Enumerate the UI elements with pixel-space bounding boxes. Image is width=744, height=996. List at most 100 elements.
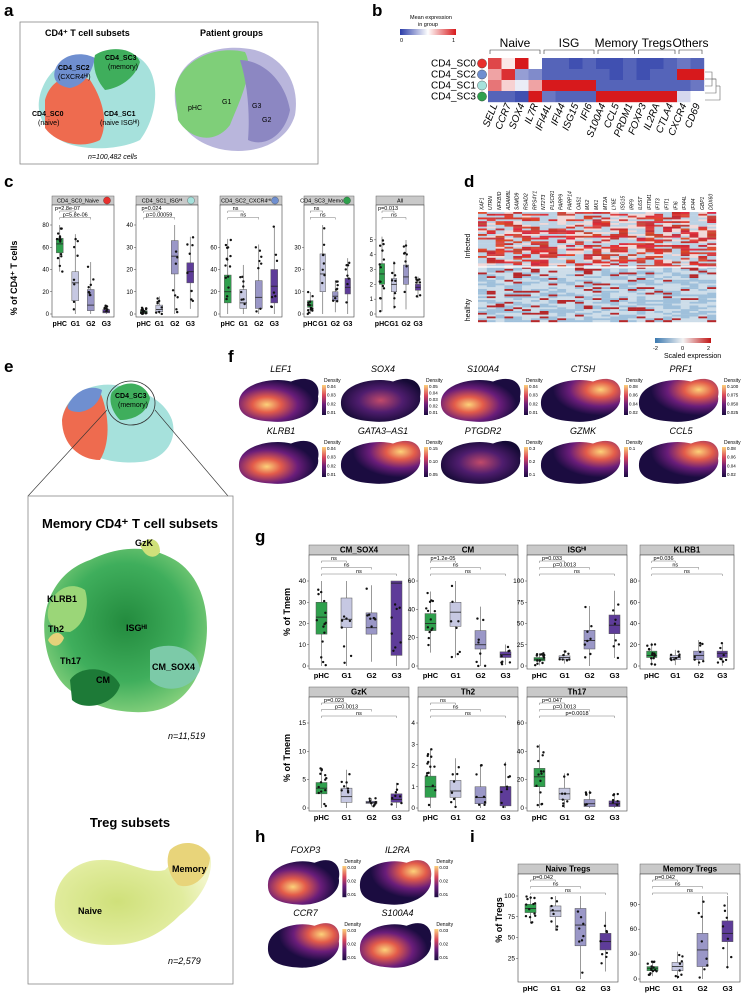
- data-point: [418, 278, 421, 281]
- data-point: [174, 262, 178, 265]
- heat-d-cell: [601, 285, 611, 288]
- p-value: ns: [356, 711, 362, 717]
- heat-d-cell: [627, 219, 637, 222]
- heat-d-cell: [486, 235, 496, 238]
- heat-d-cell: [627, 290, 637, 293]
- data-point: [600, 953, 604, 956]
- data-point: [321, 660, 325, 664]
- data-point: [400, 801, 403, 805]
- data-point: [258, 259, 261, 263]
- group-g1: G1: [222, 99, 231, 106]
- heat-d-cell: [486, 241, 496, 244]
- density-tick: 0.04: [629, 401, 638, 406]
- data-point: [678, 653, 681, 656]
- heat-d-cell: [548, 268, 558, 271]
- heat-d-cell: [583, 301, 593, 304]
- group-bracket: [678, 49, 703, 54]
- heat-d-cell: [645, 217, 655, 220]
- heat-d-cell: [583, 252, 593, 255]
- data-point: [55, 237, 59, 241]
- heat-b-cell: [609, 58, 624, 70]
- heat-d-cell: [671, 276, 681, 279]
- heat-d-cell: [574, 245, 584, 248]
- heat-d-cell: [574, 230, 584, 233]
- data-point: [270, 305, 273, 308]
- heat-d-cell: [610, 265, 620, 268]
- data-point: [321, 268, 324, 271]
- heat-d-cell: [486, 307, 496, 310]
- heat-d-cell: [574, 234, 584, 237]
- density-tick: 0.03: [327, 393, 336, 398]
- heat-d-cell: [583, 217, 593, 220]
- heat-d-cell: [654, 226, 664, 229]
- heat-d-cell: [645, 252, 655, 255]
- density-blob: [340, 378, 421, 422]
- heat-d-cell: [698, 272, 708, 275]
- x-tick: G2: [366, 671, 376, 680]
- heat-d-cell: [627, 278, 637, 281]
- heat-d-cell: [539, 246, 549, 249]
- heat-d-cell: [645, 256, 655, 259]
- density-tick: 0.100: [727, 384, 739, 389]
- heat-d-cell: [513, 272, 523, 275]
- heat-d-cell: [698, 301, 708, 304]
- heat-d-cell: [689, 241, 699, 244]
- heat-d-cell: [530, 316, 540, 319]
- density-tick: 0.025: [727, 410, 739, 415]
- heat-d-cell: [601, 250, 611, 253]
- heat-d-cell: [707, 279, 717, 282]
- heat-d-cell: [627, 272, 637, 275]
- heat-d-cell: [539, 303, 549, 306]
- heat-d-cell: [698, 212, 708, 215]
- data-point: [650, 662, 653, 666]
- heat-d-cell: [645, 270, 655, 273]
- heat-d-cell: [654, 252, 664, 255]
- density-bar: [722, 385, 726, 415]
- data-point: [259, 262, 263, 265]
- heat-d-cell: [636, 257, 646, 260]
- data-point: [716, 661, 720, 664]
- heat-d-cell: [548, 270, 558, 273]
- heat-d-cell: [645, 219, 655, 222]
- heat-d-cell: [495, 212, 505, 215]
- heat-d-cell: [574, 274, 584, 277]
- heat-d-cell: [486, 312, 496, 315]
- heat-d-cell: [486, 232, 496, 235]
- heat-d-cell: [530, 303, 540, 306]
- data-point: [379, 310, 382, 313]
- heat-d-cell: [539, 278, 549, 281]
- heat-d-cell: [592, 318, 602, 321]
- heat-d-cell: [486, 320, 496, 323]
- heat-d-cell: [610, 263, 620, 266]
- data-point: [652, 657, 655, 660]
- heat-d-cell: [539, 311, 549, 314]
- heat-d-cell: [592, 226, 602, 229]
- heat-d-cell: [566, 241, 576, 244]
- data-point: [578, 927, 581, 930]
- heat-d-cell: [539, 294, 549, 297]
- heat-d-cell: [654, 292, 664, 295]
- heat-d-cell: [566, 263, 576, 266]
- heat-d-cell: [495, 274, 505, 277]
- data-point: [272, 225, 275, 228]
- heat-d-cell: [654, 279, 664, 282]
- heat-d-cell: [610, 287, 620, 290]
- group-bracket: [597, 49, 635, 54]
- heat-d-cell: [548, 292, 558, 295]
- heat-d-cell: [680, 320, 690, 323]
- heat-d-cell: [495, 226, 505, 229]
- heat-d-cell: [680, 228, 690, 231]
- heat-b-cell: [650, 58, 664, 70]
- x-tick: G3: [717, 671, 727, 680]
- heat-d-cell: [530, 320, 540, 323]
- heat-d-cell: [583, 228, 593, 231]
- data-point: [539, 779, 542, 783]
- data-point: [323, 273, 326, 277]
- heat-d-cell: [513, 267, 523, 270]
- p-value: p=1.2e-05: [431, 556, 456, 562]
- heat-d-cell: [522, 298, 532, 301]
- data-point: [224, 264, 227, 267]
- row-label-b: CD4_SC1: [431, 81, 476, 92]
- heat-d-cell: [557, 232, 567, 235]
- p-value: p=0.0013: [553, 705, 576, 711]
